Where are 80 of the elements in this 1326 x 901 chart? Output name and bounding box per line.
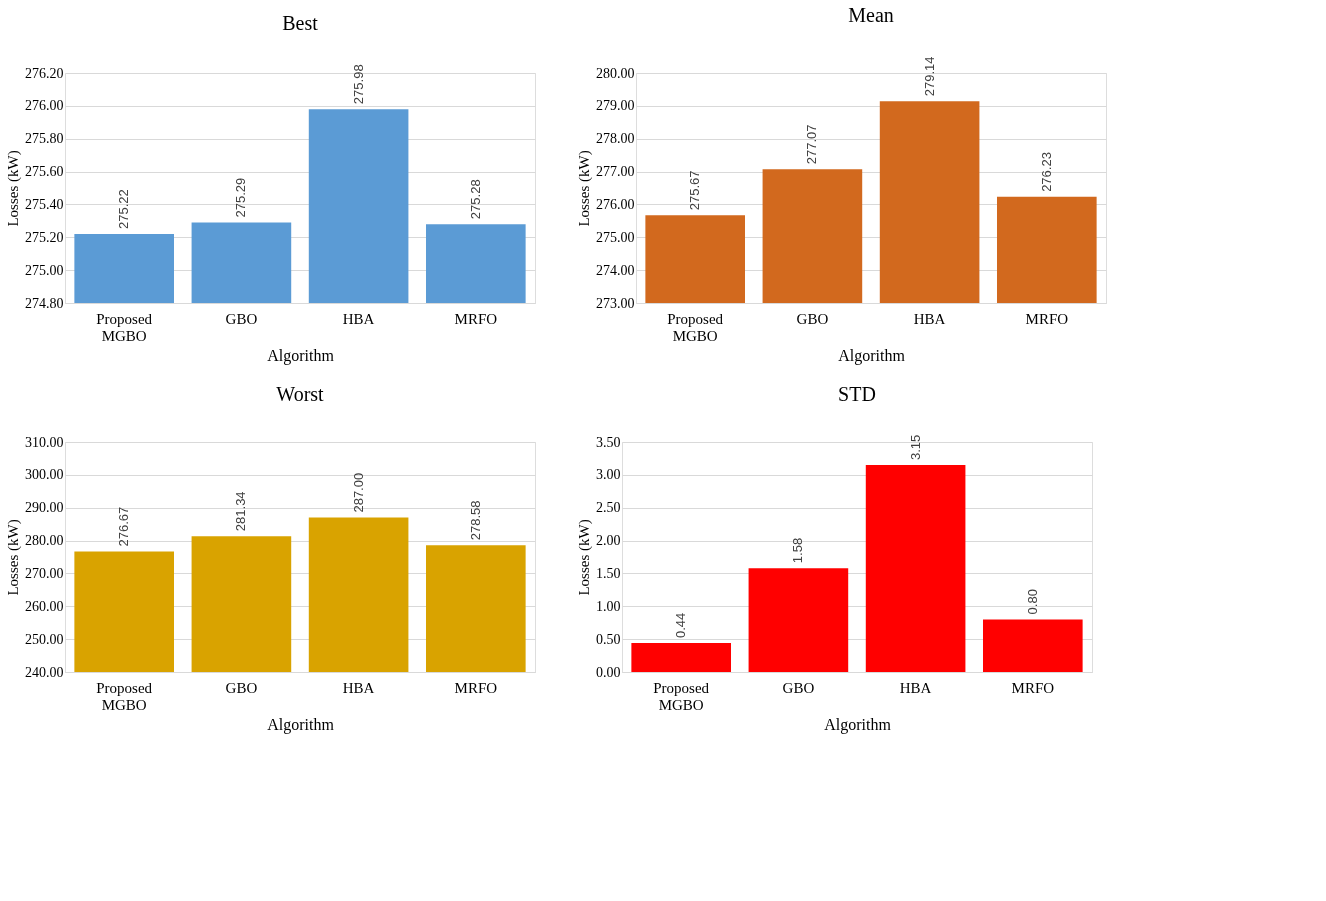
y-tick-label: 276.00 [596,196,635,212]
y-axis-title: Losses (kW) [576,150,593,227]
y-axis-title: Losses (kW) [5,150,22,227]
data-label: 1.58 [790,537,806,564]
y-axis-title: Losses (kW) [5,519,22,596]
data-label: 275.29 [233,177,249,218]
x-tick-label: MRFO [454,310,498,327]
data-label: 278.58 [467,500,483,541]
x-tick-label: GBO [796,310,829,327]
x-tick-label: Proposed MGBO [667,310,724,344]
data-label: 0.44 [673,612,689,639]
x-axis-title: Algorithm [267,715,335,734]
y-tick-label: 290.00 [25,500,64,516]
bar [983,619,1083,672]
y-tick-label: 276.00 [25,98,64,114]
x-axis-title: Algorithm [824,715,892,734]
y-tick-label: 278.00 [596,131,635,147]
y-tick-label: 250.00 [25,631,64,647]
x-axis-title: Algorithm [838,346,906,365]
y-tick-label: 275.00 [596,229,635,245]
data-label: 275.28 [467,179,483,220]
x-tick-label: MRFO [1025,310,1069,327]
x-tick-label: HBA [899,679,932,696]
y-tick-label: 260.00 [25,598,64,614]
y-tick-label: 3.50 [596,434,621,450]
data-label: 281.34 [233,491,249,532]
x-tick-label: GBO [225,679,258,696]
data-label: 279.14 [921,56,937,97]
data-label: 275.67 [687,170,703,211]
data-label: 277.07 [804,124,820,165]
bar [631,643,731,672]
y-tick-label: 274.80 [25,295,64,311]
y-tick-label: 0.50 [596,631,621,647]
x-tick-label: Proposed MGBO [96,310,153,344]
y-tick-label: 270.00 [25,565,64,581]
y-axis-title: Losses (kW) [576,519,593,596]
y-tick-label: 277.00 [596,164,635,180]
y-tick-label: 279.00 [596,98,635,114]
data-label: 276.67 [116,506,132,547]
data-label: 3.15 [907,434,923,460]
chart-title: STD [838,382,876,405]
y-tick-label: 275.40 [25,196,64,212]
y-tick-label: 0.00 [596,664,621,680]
x-axis-title: Algorithm [267,346,335,365]
y-tick-label: 310.00 [25,434,64,450]
x-tick-label: MRFO [454,679,498,696]
y-tick-label: 280.00 [596,65,635,81]
y-tick-label: 275.80 [25,131,64,147]
x-tick-label: MRFO [1011,679,1055,696]
x-tick-label: Proposed MGBO [96,679,153,713]
data-label: 275.98 [350,64,366,105]
y-tick-label: 280.00 [25,533,64,549]
y-tick-label: 274.00 [596,262,635,278]
x-tick-label: Proposed MGBO [653,679,710,713]
chart-title: Worst [276,383,325,405]
y-tick-label: 2.50 [596,500,621,516]
y-tick-label: 2.00 [596,533,621,549]
bar [865,465,966,672]
y-tick-label: 1.00 [596,598,621,614]
x-tick-label: GBO [782,679,815,696]
chart-title: Best [282,12,319,35]
y-tick-label: 275.60 [25,164,64,180]
x-tick-label: GBO [225,310,258,327]
bar [748,568,849,672]
y-tick-label: 273.00 [596,295,635,311]
y-tick-label: 3.00 [596,467,621,483]
y-tick-label: 275.00 [25,262,64,278]
x-tick-label: HBA [342,310,375,327]
y-tick-label: 275.20 [25,229,64,245]
data-label: 0.80 [1024,589,1040,615]
data-label: 287.00 [350,472,366,513]
y-tick-label: 1.50 [596,565,621,581]
x-tick-label: HBA [913,310,946,327]
y-tick-label: 240.00 [25,664,64,680]
y-tick-label: 300.00 [25,467,64,483]
chart-title: Mean [848,4,894,27]
data-label: 275.22 [116,189,132,229]
x-tick-label: HBA [342,679,375,696]
data-label: 276.23 [1038,152,1054,192]
y-tick-label: 276.20 [25,65,64,81]
